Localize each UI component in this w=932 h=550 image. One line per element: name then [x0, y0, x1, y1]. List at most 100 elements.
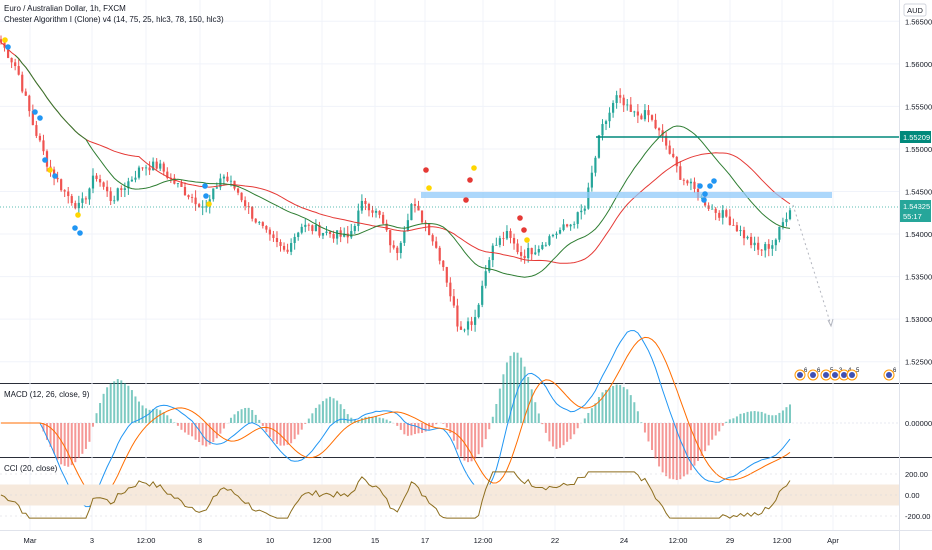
- currency-button[interactable]: [903, 3, 927, 17]
- candle-body[interactable]: [332, 234, 335, 239]
- signal-dot[interactable]: [524, 237, 530, 243]
- candle-body[interactable]: [98, 179, 102, 183]
- candle-body[interactable]: [587, 187, 590, 209]
- candle-body[interactable]: [551, 234, 555, 237]
- candle-body[interactable]: [261, 222, 264, 226]
- candle-body[interactable]: [668, 145, 671, 154]
- candle-body[interactable]: [357, 210, 360, 226]
- candle-body[interactable]: [686, 180, 689, 184]
- candle-body[interactable]: [438, 247, 441, 261]
- candle-body[interactable]: [290, 243, 293, 252]
- candle-body[interactable]: [583, 208, 586, 211]
- candle-body[interactable]: [477, 304, 480, 318]
- signal-dot[interactable]: [203, 193, 209, 199]
- candle-body[interactable]: [127, 181, 130, 189]
- candle-body[interactable]: [732, 224, 735, 226]
- moving-average-green[interactable]: [14, 54, 791, 278]
- candle-body[interactable]: [77, 202, 80, 209]
- candle-body[interactable]: [505, 230, 509, 239]
- candle-body[interactable]: [569, 224, 572, 227]
- candle-body[interactable]: [382, 214, 385, 224]
- candle-body[interactable]: [343, 233, 346, 237]
- candle-body[interactable]: [67, 191, 70, 197]
- candle-body[interactable]: [626, 104, 629, 106]
- candle-body[interactable]: [650, 115, 654, 120]
- cci-title[interactable]: CCI (20, close): [4, 464, 58, 473]
- macd-title[interactable]: MACD (12, 26, close, 9): [4, 390, 90, 399]
- signal-dot[interactable]: [52, 173, 58, 179]
- candle-body[interactable]: [764, 244, 767, 251]
- candle-body[interactable]: [0, 39, 3, 43]
- candle-body[interactable]: [24, 91, 27, 96]
- signal-dot[interactable]: [711, 178, 717, 184]
- candle-body[interactable]: [35, 125, 38, 136]
- candle-body[interactable]: [21, 74, 24, 92]
- signal-dot[interactable]: [471, 165, 477, 171]
- signal-dot[interactable]: [32, 109, 38, 115]
- signal-dot[interactable]: [206, 201, 212, 207]
- signal-dot[interactable]: [47, 167, 53, 173]
- candle-body[interactable]: [442, 260, 445, 268]
- candle-body[interactable]: [180, 183, 183, 187]
- candle-body[interactable]: [102, 182, 105, 187]
- candle-body[interactable]: [573, 223, 576, 225]
- candle-body[interactable]: [42, 140, 45, 152]
- candle-body[interactable]: [693, 181, 696, 189]
- candle-body[interactable]: [268, 229, 271, 235]
- candle-body[interactable]: [251, 206, 254, 219]
- signal-dot[interactable]: [701, 197, 707, 203]
- candle-body[interactable]: [565, 224, 569, 227]
- candle-body[interactable]: [435, 241, 438, 248]
- candle-body[interactable]: [282, 245, 286, 250]
- signal-dot[interactable]: [72, 225, 78, 231]
- candle-body[interactable]: [406, 220, 409, 231]
- candle-body[interactable]: [314, 224, 317, 232]
- candle-body[interactable]: [512, 237, 516, 244]
- candle-body[interactable]: [350, 231, 353, 238]
- candle-body[interactable]: [665, 135, 668, 146]
- candle-body[interactable]: [17, 66, 20, 75]
- candle-body[interactable]: [226, 176, 229, 182]
- candle-body[interactable]: [275, 238, 279, 243]
- candle-body[interactable]: [389, 230, 392, 246]
- signal-dot[interactable]: [75, 212, 81, 218]
- candle-body[interactable]: [219, 178, 222, 188]
- candle-body[interactable]: [403, 230, 406, 243]
- candle-body[interactable]: [413, 204, 417, 206]
- candle-body[interactable]: [109, 191, 112, 201]
- candle-body[interactable]: [785, 219, 788, 223]
- candle-body[interactable]: [530, 247, 533, 255]
- candle-body[interactable]: [424, 222, 427, 224]
- candle-body[interactable]: [300, 226, 303, 233]
- cci-line[interactable]: [0, 471, 791, 519]
- candle-body[interactable]: [399, 242, 402, 253]
- candle-body[interactable]: [190, 197, 194, 198]
- candle-body[interactable]: [392, 245, 395, 248]
- candle-body[interactable]: [647, 110, 650, 116]
- candle-body[interactable]: [778, 226, 781, 240]
- candle-body[interactable]: [718, 212, 721, 218]
- candle-body[interactable]: [212, 188, 215, 200]
- candle-body[interactable]: [746, 236, 749, 239]
- candle-body[interactable]: [120, 188, 123, 190]
- candle-body[interactable]: [534, 252, 537, 255]
- candle-body[interactable]: [265, 225, 268, 230]
- candle-body[interactable]: [633, 111, 636, 113]
- candle-body[interactable]: [537, 248, 540, 253]
- candle-body[interactable]: [95, 175, 98, 180]
- resistance-zone[interactable]: [421, 192, 832, 198]
- candle-body[interactable]: [608, 112, 611, 122]
- signal-dot[interactable]: [467, 177, 473, 183]
- candle-body[interactable]: [576, 212, 579, 224]
- projection-arrow-line[interactable]: [792, 204, 832, 326]
- candle-body[interactable]: [488, 260, 491, 272]
- signal-dot[interactable]: [697, 183, 703, 189]
- candle-body[interactable]: [541, 244, 544, 249]
- candle-body[interactable]: [123, 188, 126, 190]
- candle-body[interactable]: [760, 249, 763, 251]
- candle-body[interactable]: [201, 206, 204, 208]
- candle-body[interactable]: [113, 200, 116, 202]
- candle-body[interactable]: [162, 163, 165, 172]
- candle-body[interactable]: [466, 321, 470, 330]
